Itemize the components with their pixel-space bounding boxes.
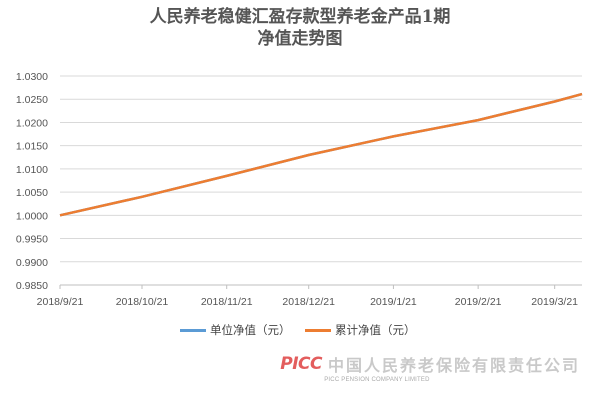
x-tick-label: 2018/10/21	[116, 296, 169, 308]
series-lines	[59, 92, 583, 217]
y-tick-label: 1.0100	[16, 164, 48, 176]
y-tick-label: 1.0050	[16, 187, 48, 199]
x-tick-label: 2019/2/21	[455, 296, 502, 308]
legend-swatch-orange	[305, 328, 331, 332]
legend: 单位净值（元） 累计净值（元）	[0, 322, 600, 338]
x-axis-tick-labels: 2018/9/21 2018/10/21 2018/11/21 2018/12/21 2…	[37, 285, 578, 308]
y-axis-tick-labels: 0.9850 0.9900 0.9950 1.0000 1.0050 1.0100 1.01…	[16, 71, 48, 292]
legend-label-unit-nav: 单位净值（元）	[210, 323, 291, 337]
y-tick-label: 1.0200	[16, 117, 48, 129]
legend-item-unit-nav[interactable]: 单位净值（元）	[180, 322, 291, 338]
y-tick-label: 0.9850	[16, 280, 48, 292]
chart-title-line2: 净值走势图	[257, 29, 343, 49]
x-tick-label: 2018/9/21	[37, 296, 84, 308]
chart-title: 人民养老稳健汇盈存款型养老金产品1期 净值走势图	[0, 6, 600, 50]
x-tick-label: 2019/3/21	[531, 296, 578, 308]
y-tick-label: 0.9950	[16, 234, 48, 246]
chart-title-line1: 人民养老稳健汇盈存款型养老金产品1期	[149, 7, 451, 27]
footer-branding: PICC 中国人民养老保险有限责任公司 PICC PENSION COMPANY…	[280, 352, 580, 388]
picc-logo: PICC	[280, 354, 322, 374]
y-tick-label: 1.0300	[16, 71, 48, 83]
company-name-en: PICC PENSION COMPANY LIMITED	[324, 377, 430, 383]
x-tick-label: 2018/11/21	[201, 296, 253, 308]
gridlines	[60, 75, 582, 286]
company-name-cn: 中国人民养老保险有限责任公司	[327, 356, 580, 375]
y-tick-label: 1.0000	[16, 210, 48, 222]
y-tick-label: 0.9900	[16, 257, 48, 269]
y-tick-label: 1.0250	[16, 94, 48, 106]
x-tick-label: 2018/12/21	[282, 296, 335, 308]
y-tick-label: 1.0150	[16, 141, 48, 153]
x-tick-label: 2019/1/21	[370, 296, 417, 308]
legend-swatch-blue	[180, 328, 206, 332]
series-line-cumulative-nav	[59, 92, 583, 217]
legend-label-cumulative-nav: 累计净值（元）	[335, 323, 416, 337]
legend-item-cumulative-nav[interactable]: 累计净值（元）	[305, 322, 416, 338]
